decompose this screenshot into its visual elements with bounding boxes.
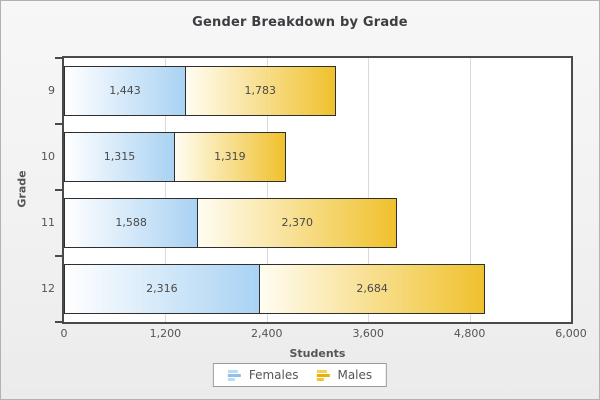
bar-row-grade-11: 1,588 2,370	[64, 190, 571, 256]
x-tick-label-4,800: 4,800	[453, 327, 486, 340]
chart-title: Gender Breakdown by Grade	[192, 15, 408, 30]
bar-value-label: 1,783	[244, 84, 277, 97]
bar-value-label: 1,443	[109, 84, 141, 97]
x-tick-label-6,000: 6,000	[555, 327, 587, 340]
gridline-1,200	[165, 58, 167, 322]
bar-value-label: 2,316	[146, 282, 178, 295]
bar-males-grade-10[interactable]: 1,319	[174, 132, 286, 182]
bar-males-grade-11[interactable]: 2,370	[197, 198, 398, 248]
x-tick-label-3,600: 3,600	[352, 327, 384, 340]
y-tick-mark	[55, 321, 62, 323]
y-tick-mark	[55, 255, 62, 257]
y-tick-mark	[55, 123, 62, 125]
y-axis-title: Grade	[15, 170, 29, 208]
bar-males-grade-12[interactable]: 2,684	[258, 264, 486, 314]
legend-item-females[interactable]: Females	[227, 368, 299, 382]
y-tick-label-11: 11	[41, 216, 55, 229]
legend-label-females: Females	[248, 368, 299, 382]
x-tick-label-0: 0	[60, 327, 68, 340]
legend-label-males: Males	[337, 368, 373, 382]
gridline-3,600	[368, 58, 370, 322]
plot-area: 1,443 1,783 1,315 1,319 1,588 2,370 2,316 2,684	[62, 56, 573, 324]
x-tick-label-2,400: 2,400	[251, 327, 283, 340]
gridline-2,400	[266, 58, 268, 322]
bar-value-label: 1,319	[214, 150, 246, 163]
bar-row-grade-10: 1,315 1,319	[64, 124, 571, 190]
x-tick-label-1,200: 1,200	[149, 327, 182, 340]
bar-females-grade-9[interactable]: 1,443	[64, 66, 186, 116]
bar-females-grade-12[interactable]: 2,316	[64, 264, 260, 314]
males-series-icon	[316, 369, 330, 381]
bar-value-label: 1,315	[103, 150, 136, 163]
bar-row-grade-12: 2,316 2,684	[64, 256, 571, 322]
bar-females-grade-10[interactable]: 1,315	[64, 132, 176, 182]
x-axis-title: Students	[289, 347, 346, 360]
bar-row-grade-9: 1,443 1,783	[64, 58, 571, 124]
gridline-4,800	[469, 58, 471, 322]
y-tick-mark	[55, 189, 62, 191]
legend: Females Males	[212, 363, 388, 387]
y-tick-mark	[55, 57, 62, 59]
females-series-icon	[227, 369, 242, 381]
bar-value-label: 2,370	[281, 216, 314, 229]
legend-item-males[interactable]: Males	[316, 368, 372, 382]
bar-females-grade-11[interactable]: 1,588	[64, 198, 199, 248]
bar-males-grade-9[interactable]: 1,783	[184, 66, 336, 116]
bar-value-label: 1,588	[115, 216, 147, 229]
y-tick-label-9: 9	[48, 84, 55, 97]
bar-value-label: 2,684	[356, 282, 388, 295]
y-tick-label-12: 12	[41, 282, 55, 295]
y-tick-label-10: 10	[41, 150, 55, 163]
